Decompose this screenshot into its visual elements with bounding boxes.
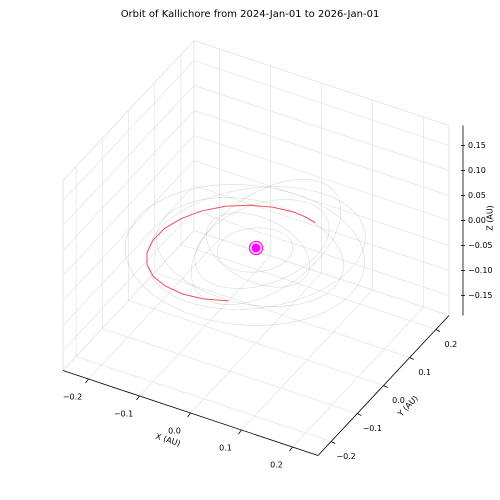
z-tick-label: 0.05 <box>468 191 486 200</box>
background-orbit <box>206 212 310 288</box>
background-orbit <box>156 197 344 307</box>
tick-mark <box>289 446 293 452</box>
grid-line <box>62 85 195 226</box>
grid-line <box>62 60 195 201</box>
y-tick-label: −0.1 <box>363 424 382 433</box>
grid-line <box>62 210 195 351</box>
x-tick-label: −0.1 <box>114 410 133 419</box>
grid-line <box>62 135 195 276</box>
grid-line <box>193 210 450 296</box>
chart-title: Orbit of Kallichore from 2024-Jan-01 to … <box>121 9 380 20</box>
background-orbit <box>190 179 342 305</box>
z-tick-label: 0.15 <box>468 141 486 150</box>
tick-mark <box>330 441 336 444</box>
z-tick-label: −0.10 <box>468 266 493 275</box>
grid-line <box>193 185 450 271</box>
grid-line <box>62 110 195 251</box>
x-axis-line <box>62 370 319 456</box>
background-orbit <box>194 199 330 289</box>
y-axis-line <box>317 315 450 456</box>
tick-mark <box>357 413 362 416</box>
x-tick-label: 0.1 <box>219 444 232 453</box>
background-orbit <box>216 227 294 273</box>
tick-mark <box>187 412 191 418</box>
tick-mark <box>136 395 140 401</box>
grid-line <box>193 110 450 196</box>
y-tick-label: 0.1 <box>418 368 431 377</box>
grid-line <box>102 328 358 414</box>
grid-line <box>75 356 332 442</box>
tick-mark <box>409 357 414 360</box>
grid <box>62 40 450 456</box>
grid-line <box>154 272 410 358</box>
z-tick-label: −0.05 <box>468 241 493 250</box>
grid-line <box>128 300 384 386</box>
x-tick-label: −0.2 <box>63 393 82 402</box>
center-ring <box>248 240 264 256</box>
center-point <box>251 243 261 253</box>
x-tick-label: 0.2 <box>270 461 283 470</box>
background-orbit <box>125 184 365 326</box>
grid-line <box>62 185 195 326</box>
tick-mark <box>85 378 89 384</box>
tick-mark <box>238 429 242 435</box>
x-tick-label: 0.0 <box>168 427 181 436</box>
y-tick-label: −0.2 <box>336 452 355 461</box>
y-tick-label: 0.0 <box>392 396 405 405</box>
tick-mark <box>383 385 388 388</box>
grid-line <box>193 135 450 221</box>
grid-line <box>193 85 450 171</box>
grid-line <box>62 160 195 301</box>
tick-mark <box>435 329 441 332</box>
z-tick-label: −0.15 <box>468 291 493 300</box>
y-tick-label: 0.2 <box>445 340 458 349</box>
grid-line <box>193 60 450 146</box>
z-tick-label: 0.00 <box>468 216 486 225</box>
z-axis-label: Z (AU) <box>486 205 495 231</box>
z-tick-label: 0.10 <box>468 166 486 175</box>
background-orbits <box>125 179 366 326</box>
grid-line <box>193 160 450 246</box>
orbit-line <box>146 204 316 302</box>
grid-line <box>180 244 437 330</box>
